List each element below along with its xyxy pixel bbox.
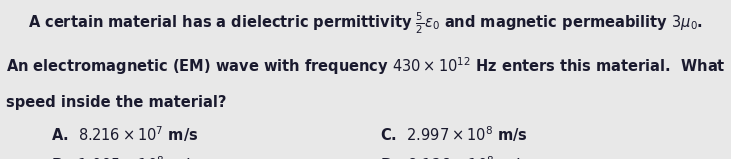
Text: An electromagnetic (EM) wave with frequency $430 \times 10^{12}$ Hz enters this : An electromagnetic (EM) wave with freque… xyxy=(6,56,731,77)
Text: D.  $8.126 \times 10^{8}$ m/s: D. $8.126 \times 10^{8}$ m/s xyxy=(380,154,529,159)
Text: A.  $8.216 \times 10^{7}$ m/s: A. $8.216 \times 10^{7}$ m/s xyxy=(51,124,199,144)
Text: speed inside the material?: speed inside the material? xyxy=(6,95,227,110)
Text: C.  $2.997 \times 10^{8}$ m/s: C. $2.997 \times 10^{8}$ m/s xyxy=(380,124,528,144)
Text: A certain material has a dielectric permittivity $\frac{5}{2}\varepsilon_0$ and : A certain material has a dielectric perm… xyxy=(28,11,703,36)
Text: B.  $1.095 \times 10^{8}$ m/s: B. $1.095 \times 10^{8}$ m/s xyxy=(51,154,200,159)
